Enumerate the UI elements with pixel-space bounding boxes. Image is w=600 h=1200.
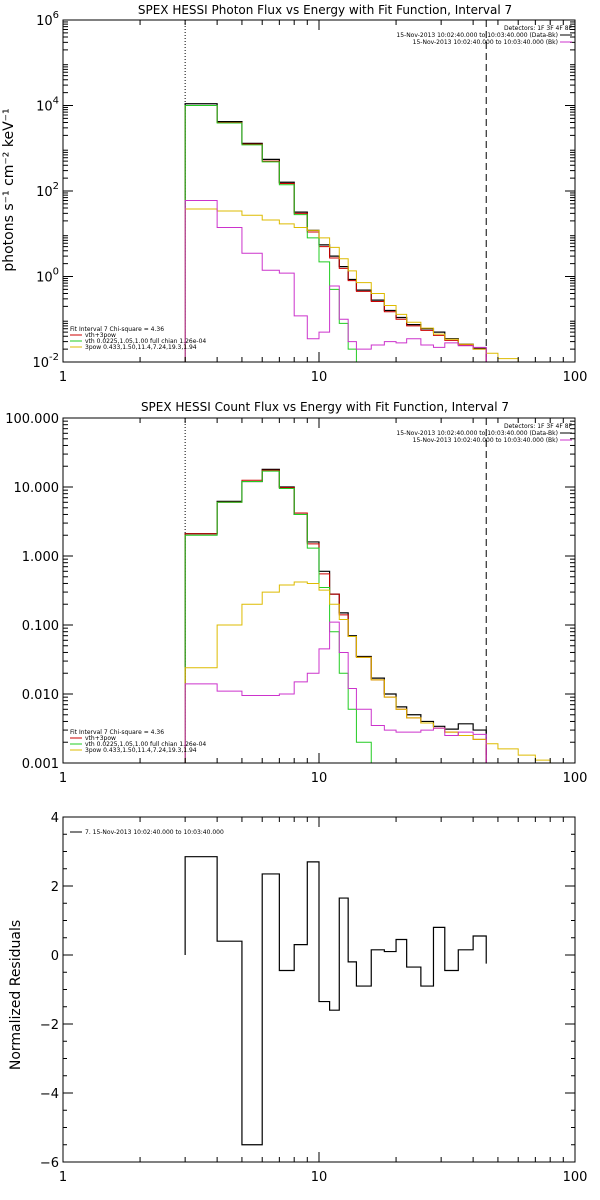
photon-flux-y-tick-label: 104	[36, 96, 59, 115]
residuals-y-tick-label: 4	[51, 811, 59, 826]
count-flux-legend-top-right: Detectors: 1F 3F 4F 8F 15-Nov-2013 10:02…	[396, 423, 572, 444]
count-flux-title: SPEX HESSI Count Flux vs Energy with Fit…	[141, 400, 509, 414]
count-flux-x-tick-label: 10	[311, 771, 328, 786]
count-flux-panel: SPEX HESSI Count Flux vs Energy with Fit…	[5, 400, 588, 786]
residuals-x-tick-label: 1	[59, 1170, 67, 1185]
residuals-panel: Normalized Residuals 1 10 100 −6 −4 −2 0 2 4 7. …	[8, 811, 587, 1185]
photon-flux-series-0-line	[184, 103, 487, 362]
residuals-y-tick-label: −4	[40, 1087, 59, 1102]
count-flux-legend-header: Detectors: 1F 3F 4F 8F	[504, 423, 573, 430]
photon-flux-x-tick-label: 10	[311, 370, 328, 385]
residuals-x-tick-label: 10	[311, 1170, 328, 1185]
count-flux-series-1-line	[184, 469, 487, 763]
count-flux-y-tick-label: 1.000	[22, 550, 59, 565]
residuals-legend-entry: 7. 15-Nov-2013 10:02:40.000 to 10:03:40.…	[85, 829, 224, 836]
count-flux-series-0-line	[184, 468, 487, 763]
photon-flux-y-tick-label: 106	[36, 10, 59, 29]
count-flux-x-tick-label: 1	[59, 771, 67, 786]
photon-flux-title: SPEX HESSI Photon Flux vs Energy with Fi…	[138, 3, 512, 17]
count-flux-fit-header: Fit Interval 7 Chi-square = 4.36	[70, 729, 164, 736]
count-flux-y-tick-label: 0.001	[22, 757, 59, 772]
count-flux-y-tick-label: 10.000	[14, 481, 60, 496]
residuals-y-tick-label: −2	[40, 1018, 59, 1033]
count-flux-fit-entry-total: vth+3pow	[85, 735, 116, 742]
photon-flux-y-tick-label: 10-2	[32, 352, 59, 371]
residuals-y-label: Normalized Residuals	[8, 920, 24, 1070]
photon-flux-series-4-line	[184, 199, 487, 362]
photon-flux-fit-header: Fit Interval 7 Chi-square = 4.36	[70, 326, 164, 333]
count-flux-y-tick-label: 0.010	[22, 688, 59, 703]
photon-flux-legend-bottom-left: Fit Interval 7 Chi-square = 4.36 vth+3po…	[70, 326, 206, 351]
count-flux-series-4-line	[184, 621, 487, 763]
count-flux-series-2-line	[184, 470, 372, 763]
photon-flux-legend-top-right: Detectors: 1F 3F 4F 8F 15-Nov-2013 10:02…	[396, 25, 572, 46]
residuals-legend: 7. 15-Nov-2013 10:02:40.000 to 10:03:40.…	[70, 829, 224, 836]
photon-flux-y-tick-label: 102	[36, 181, 59, 200]
residuals-y-tick-label: 2	[51, 880, 59, 895]
residuals-y-tick-label: 0	[51, 949, 59, 964]
photon-flux-legend-header: Detectors: 1F 3F 4F 8F	[504, 25, 573, 32]
photon-flux-fit-entry-3pow: 3pow 0.433,1.50,11.4,7.24,19.3,1.94	[85, 344, 197, 351]
count-flux-legend-bottom-left: Fit Interval 7 Chi-square = 4.36 vth+3po…	[70, 729, 206, 754]
photon-flux-x-tick-label: 100	[563, 370, 588, 385]
residuals-x-tick-label: 100	[563, 1170, 588, 1185]
photon-flux-x-tick-label: 1	[59, 370, 67, 385]
count-flux-x-tick-label: 100	[563, 771, 588, 786]
count-flux-legend-bk-entry: 15-Nov-2013 10:02:40.000 to 10:03:40.000…	[413, 437, 558, 444]
photon-flux-y-tick-label: 100	[36, 267, 59, 286]
count-flux-series-3-line	[184, 581, 564, 763]
count-flux-y-tick-label: 0.100	[22, 619, 59, 634]
residuals-y-tick-label: −6	[40, 1156, 59, 1171]
photon-flux-panel: SPEX HESSI Photon Flux vs Energy with Fi…	[1, 3, 588, 385]
count-flux-legend-data-entry: 15-Nov-2013 10:02:40.000 to 10:03:40.000…	[396, 430, 558, 437]
residuals-series-0-line	[184, 856, 487, 1146]
count-flux-y-tick-label: 100.000	[5, 412, 59, 427]
photon-flux-fit-entry-total: vth+3pow	[85, 332, 116, 339]
photon-flux-plot-frame	[62, 19, 576, 363]
photon-flux-series-2-line	[184, 105, 372, 362]
photon-flux-legend-data-entry: 15-Nov-2013 10:02:40.000 to 10:03:40.000…	[396, 32, 558, 39]
photon-flux-legend-bk-entry: 15-Nov-2013 10:02:40.000 to 10:03:40.000…	[413, 39, 558, 46]
photon-flux-series-1-line	[184, 105, 487, 362]
count-flux-fit-entry-3pow: 3pow 0.433,1.50,11.4,7.24,19.3,1.94	[85, 747, 197, 754]
photon-flux-fit-entry-vth: vth 0.0225,1.05,1.00 full chian 1.26e-04	[85, 338, 206, 345]
photon-flux-series-3-line	[184, 208, 519, 362]
count-flux-fit-entry-vth: vth 0.0225,1.05,1.00 full chian 1.26e-04	[85, 741, 206, 748]
photon-flux-y-label: photons s⁻¹ cm⁻² keV⁻¹	[1, 108, 17, 271]
